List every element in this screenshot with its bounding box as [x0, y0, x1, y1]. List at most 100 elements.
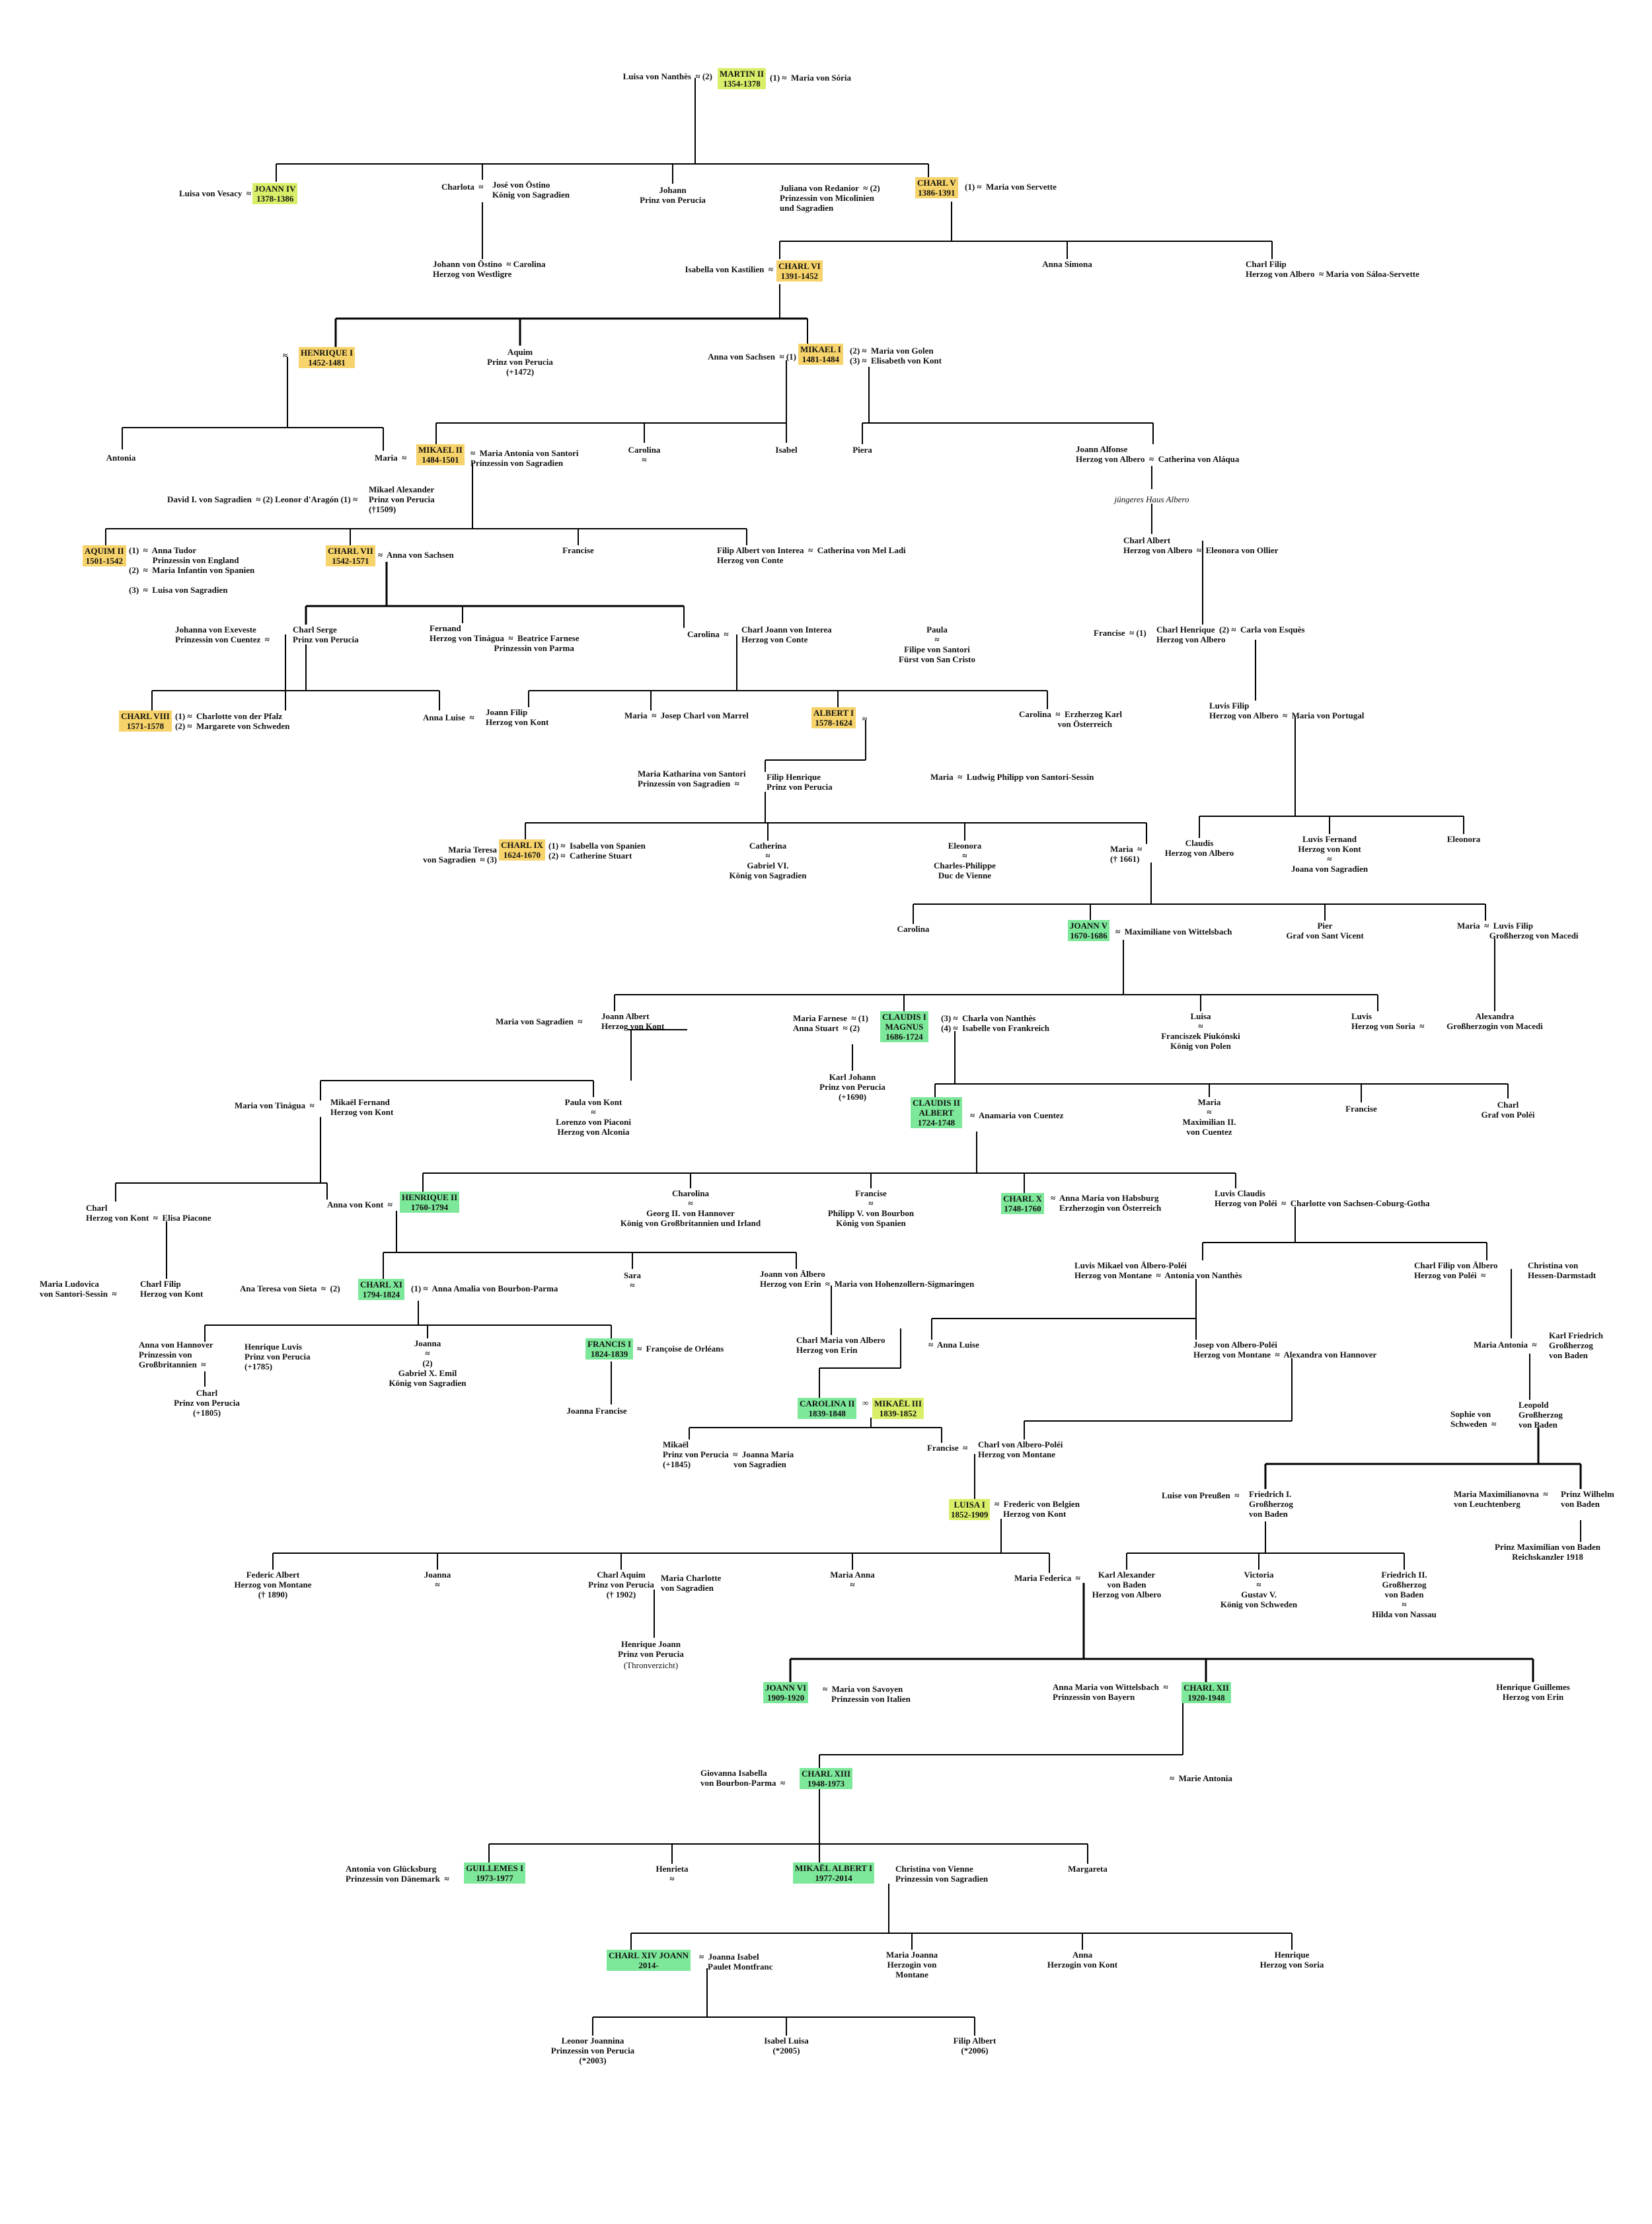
person-leopold: Leopold Großherzog von Baden	[1519, 1400, 1563, 1430]
person-paula-kont: Paula von Kont ≈ Lorenzo von Piaconi Her…	[556, 1097, 631, 1137]
ruler-charl-xi: CHARL XI 1794-1824	[358, 1279, 404, 1300]
ruler-mikael-albert-i: MIKAËL ALBERT I 1977-2014	[793, 1862, 875, 1884]
spouse-maria-savoyen: ≈ Maria von Savoyen Prinzessin von Itali…	[823, 1684, 911, 1704]
ruler-label: MARTIN II 1354-1378	[718, 68, 767, 89]
ruler-label: MIKAËL III 1839-1852	[872, 1398, 924, 1419]
ruler-label: CHARL VIII 1571-1578	[119, 710, 172, 732]
ruler-label: CHARL X 1748-1760	[1001, 1193, 1044, 1214]
ruler-label: CHARL XIII 1948-1973	[800, 1768, 853, 1789]
ruler-label: MIKAEL II 1484-1501	[416, 444, 465, 465]
person-maria-joanna: Maria Joanna Herzogin von Montane	[885, 1950, 938, 1979]
ruler-label: AQUIM II 1501-1542	[83, 545, 126, 566]
spouses-charl-ix: (1) ≈ Isabella von Spanien (2) ≈ Catheri…	[548, 841, 646, 861]
person-joann-albero-erin: Joann von Älbero Herzog von Erin ≈ Maria…	[760, 1269, 975, 1289]
person-karl-friedrich: Karl Friedrich Großherzog von Baden	[1549, 1330, 1603, 1360]
ruler-guillemes-i: GUILLEMES I 1973-1977	[464, 1862, 526, 1884]
person-johanna-exeveste: Johanna von Exeveste Prinzessin von Cuen…	[175, 625, 270, 644]
person-christina-hessen: Christina von Hessen-Darmstadt	[1528, 1260, 1596, 1280]
abdication-note: (Thronverzicht)	[623, 1660, 679, 1670]
person-isabel: Isabel	[775, 445, 798, 455]
person-anna-luise: Anna Luise ≈	[423, 712, 474, 722]
person-leonor-joannina: Leonor Joannina Prinzessin von Perucia (…	[550, 2036, 635, 2065]
ruler-label: GUILLEMES I 1973-1977	[464, 1862, 526, 1884]
person-josep-albero-polei: Josep von Albero-Poléi Herzog von Montan…	[1193, 1340, 1377, 1360]
person-joann-alfonse: Joann Alfonse Herzog von Albero ≈ Cather…	[1076, 444, 1240, 464]
ruler-claudis-ii: CLAUDIS II ALBERT 1724-1748	[911, 1097, 962, 1128]
person-francise-17: Francise ≈	[927, 1443, 968, 1453]
ruler-charl-ix: CHARL IX 1624-1670	[499, 839, 545, 861]
person-ana-teresa: Ana Teresa von Sieta ≈ (2)	[240, 1284, 340, 1293]
ruler-charl-x: CHARL X 1748-1760	[1001, 1193, 1044, 1214]
ruler-label: CHARL VII 1542-1571	[326, 545, 375, 566]
ruler-aquim-ii: AQUIM II 1501-1542	[83, 545, 126, 566]
ruler-label: CHARL V 1386-1391	[915, 177, 958, 198]
person-antonia: Antonia	[106, 453, 136, 463]
ruler-label: CHARL XII 1920-1948	[1182, 1682, 1231, 1703]
spouses-charl-viii: (1) ≈ Charlotte von der Pfalz (2) ≈ Marg…	[175, 711, 290, 731]
spouse-anna-maria-habsburg: ≈ Anna Maria von Habsburg Erzherzogin vo…	[1051, 1193, 1162, 1213]
person-charlota: Charlota ≈	[441, 182, 484, 192]
ruler-label: CHARL IX 1624-1670	[499, 839, 545, 861]
person-maria-ludovica: Maria Ludovica von Santori-Sessin ≈	[40, 1279, 117, 1299]
person-mikael-perucia: Mikaël Prinz von Perucia ≈ Joanna Maria …	[663, 1439, 794, 1469]
person-carolina: Carolina ≈	[628, 445, 661, 465]
person-maria-10: Maria ≈ († 1661)	[1110, 844, 1143, 864]
person-charl-polei: Charl Graf von Poléi	[1481, 1100, 1535, 1120]
spouse-maximiliane: ≈ Maximiliane von Wittelsbach	[1115, 927, 1232, 937]
spouse-maria-servette: (1) ≈ Maria von Servette	[965, 182, 1057, 192]
person-isabel-luisa: Isabel Luisa (*2005)	[764, 2036, 809, 2055]
person-anna-simona: Anna Simona	[1042, 259, 1092, 269]
ruler-label: CAROLINA II 1839-1848	[798, 1398, 857, 1419]
person-francise: Francise	[562, 545, 594, 555]
person-charl-filip-albero-polei: Charl Filip von Älbero Herzog von Poléi …	[1414, 1260, 1498, 1280]
person-wilhelm-baden: Prinz Wilhelm von Baden	[1561, 1489, 1614, 1509]
person-luisa-nanthes: Luisa von Nanthès ≈ (2)	[622, 71, 712, 81]
person-maria-teresa: Maria Teresa von Sagradien ≈ (3)	[423, 845, 497, 864]
person-sara: Sara ≈	[624, 1270, 641, 1290]
ruler-henrique-ii: HENRIQUE II 1760-1794	[400, 1192, 460, 1213]
person-mikael-fernand: Mikaël Fernand Herzog von Kont	[330, 1097, 394, 1117]
person-karl-johann: Karl Johann Prinz von Perucia (+1690)	[819, 1072, 885, 1102]
person-filip-albert: Filip Albert (*2006)	[953, 2036, 996, 2055]
person-eleonora: Eleonora ≈ Charles-Philippe Duc de Vienn…	[934, 841, 996, 880]
ruler-label: CLAUDIS I MAGNUS 1686-1724	[880, 1011, 928, 1042]
person-federic-albert: Federic Albert Herzog von Montane († 189…	[234, 1570, 312, 1599]
person-carolina-11: Carolina	[897, 924, 930, 934]
person-maria-11: Maria ≈ Luvis Filip Großherzog von Maced…	[1457, 921, 1579, 940]
ruler-label: MIKAEL I 1481-1484	[798, 344, 843, 365]
person-joanna-francise: Joanna Francise	[566, 1406, 627, 1416]
spouse-maria-soria: (1) ≈ Maria von Sória	[770, 73, 852, 83]
marriage-symbol: ∞	[862, 1398, 869, 1408]
person-luvis-fernand: Luvis Fernand Herzog von Kont ≈ Joana vo…	[1291, 834, 1369, 874]
ruler-charl-vii: CHARL VII 1542-1571	[326, 545, 375, 566]
ruler-label: FRANCIS I 1824-1839	[585, 1338, 634, 1360]
person-charl-serge: Charl Serge Prinz von Perucia	[293, 625, 359, 644]
person-maria-maximilianovna: Maria Maximilianovna ≈ von Leuchtenberg	[1454, 1489, 1548, 1509]
person-johann-ostino: Johann von Östino ≈ Carolina Herzog von …	[433, 259, 546, 279]
person-henrieta: Henrieta ≈	[656, 1864, 689, 1884]
person-alexandra-macedi: Alexandra Großherzogin von Macedi	[1446, 1011, 1543, 1031]
spouses-mikael-i: (2) ≈ Maria von Golen (3) ≈ Elisabeth vo…	[850, 346, 942, 365]
person-maximilian-baden: Prinz Maximilian von Baden Reichskanzler…	[1495, 1542, 1600, 1562]
spouse-joanna-isabel: ≈ Joanna Isabel Paulet Montfranc	[699, 1952, 773, 1972]
ruler-mikael-i: MIKAEL I 1481-1484	[798, 344, 843, 365]
ruler-label: ALBERT I 1578-1624	[811, 707, 856, 728]
person-joann-filip: Joann Filip Herzog von Kont	[486, 707, 549, 727]
person-maria-antonia: Maria Antonia ≈	[1474, 1340, 1537, 1350]
person-david-sagradien: David I. von Sagradien ≈ (2) Leonor d'Ar…	[167, 494, 358, 504]
ruler-label: HENRIQUE I 1452-1481	[299, 347, 356, 368]
person-victoria: Victoria ≈ Gustav V. König von Schweden	[1220, 1570, 1298, 1609]
person-joanna-18: Joanna ≈	[424, 1570, 451, 1590]
spouse-maria-antonia-santori: ≈ Maria Antonia von Santori Prinzessin v…	[470, 448, 579, 468]
person-henrique-soria: Henrique Herzog von Soria	[1259, 1950, 1324, 1970]
person-fernand-tinagua: Fernand Herzog von Tinágua ≈ Beatrice Fa…	[430, 623, 580, 653]
ruler-charl-vi: CHARL VI 1391-1452	[776, 260, 823, 282]
ruler-claudis-i: CLAUDIS I MAGNUS 1686-1724	[880, 1011, 928, 1042]
person-maria-sagradien: Maria von Sagradien ≈	[496, 1016, 583, 1026]
spouse-marie-antonia: ≈ Marie Antonia	[1170, 1773, 1232, 1783]
spouse-anamaria-cuentez: ≈ Anamaria von Cuentez	[970, 1110, 1064, 1120]
person-isabella-kastilien: Isabella von Kastilien ≈	[685, 264, 773, 274]
person-luvis-claudis: Luvis Claudis Herzog von Poléi ≈ Charlot…	[1215, 1188, 1430, 1208]
ruler-label: CHARL XI 1794-1824	[358, 1279, 404, 1300]
